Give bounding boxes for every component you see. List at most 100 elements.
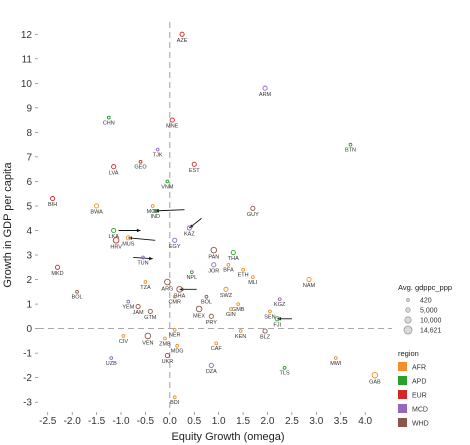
data-point — [176, 286, 183, 293]
data-point-label: MEX — [193, 313, 205, 319]
y-tick-label: 3 — [26, 251, 32, 262]
data-point-label: GTM — [144, 315, 157, 321]
data-point-label: BHA — [174, 294, 186, 300]
data-point-label: ARM — [259, 92, 272, 98]
data-point-label: YEM — [122, 305, 134, 311]
data-point-label: AZE — [177, 38, 188, 44]
color-legend: AFR APD EUR MCD WHD — [398, 362, 429, 428]
data-point-label: HRV — [110, 245, 122, 251]
data-point — [138, 159, 143, 164]
data-point — [112, 237, 120, 244]
data-point-label: KGZ — [274, 302, 286, 308]
data-point — [277, 297, 282, 302]
data-point — [210, 246, 218, 254]
data-point — [229, 307, 233, 311]
plot-area: AZE ARM CHN MNE BTN TJK GEO LVA EST VNM BIH BWA MOZI… — [38, 22, 392, 412]
data-point — [164, 353, 170, 359]
data-point — [250, 275, 255, 279]
data-point — [50, 196, 56, 202]
data-point-label: NER — [169, 333, 181, 339]
x-tick-label: 0.5 — [187, 416, 201, 427]
data-point-label: LVA — [109, 170, 119, 176]
data-point-label: PRY — [206, 320, 218, 326]
data-point-label: ARG — [161, 286, 173, 292]
data-point — [238, 329, 243, 333]
data-point — [172, 327, 177, 332]
y-tick-label: 7 — [26, 152, 32, 163]
y-tick-label: 11 — [22, 54, 33, 65]
data-point — [163, 336, 167, 341]
data-point — [250, 205, 256, 211]
annotation-arrowhead — [149, 256, 153, 261]
data-point — [144, 332, 152, 340]
data-point — [208, 362, 214, 368]
y-tick-label: -3 — [23, 398, 32, 409]
x-tick-label: 3.5 — [334, 416, 348, 427]
size-legend-title: Avg. gdppc_ppp — [398, 283, 452, 292]
color-legend-label: MCD — [412, 407, 428, 414]
data-point — [268, 309, 272, 314]
data-point-label: TLS — [280, 371, 290, 377]
data-point — [211, 262, 217, 268]
data-point — [155, 147, 160, 152]
data-point-label: CHN — [103, 121, 115, 127]
data-point-label: UKR — [162, 359, 174, 365]
x-tick-label: -2.0 — [64, 416, 82, 427]
data-point-label: KEN — [235, 334, 246, 340]
data-point — [153, 209, 158, 213]
data-point-label: IND — [150, 214, 160, 220]
data-point-label: SEN — [264, 314, 275, 320]
size-legend-symbol — [405, 307, 411, 313]
data-point-label: BOL — [201, 300, 212, 306]
data-point — [204, 294, 209, 299]
y-tick-label: 1 — [26, 300, 32, 311]
data-point-label: MNE — [166, 124, 179, 130]
data-point — [186, 225, 192, 231]
annotation-arrowhead — [189, 224, 194, 229]
data-point-label: NPL — [186, 275, 197, 281]
data-point-label: EGY — [169, 244, 181, 250]
legend: Avg. gdppc_ppp 420 5,000 10,000 14,621 regi… — [398, 283, 452, 428]
y-tick-label: 5 — [26, 201, 32, 212]
data-point-label: BIH — [48, 202, 57, 208]
data-point — [109, 356, 114, 360]
data-point — [223, 286, 229, 292]
data-point — [75, 289, 79, 294]
data-point-label: MWI — [330, 361, 342, 367]
color-legend-label: EUR — [412, 393, 427, 400]
y-tick-label: -1 — [23, 349, 32, 360]
data-point-label: FJI — [273, 322, 281, 328]
x-tick-label: -2.5 — [39, 416, 57, 427]
data-point-label: EST — [189, 168, 200, 174]
size-legend-label: 420 — [420, 298, 432, 305]
data-point-label: GEO — [134, 165, 147, 171]
color-legend-label: WHD — [412, 421, 429, 428]
data-point — [348, 142, 353, 147]
data-point-label: GIN — [226, 312, 236, 318]
data-point — [111, 164, 117, 170]
data-point-label: BWA — [90, 210, 103, 216]
data-point-label: CMR — [168, 300, 181, 306]
data-point — [226, 262, 231, 267]
data-point-label: MLI — [248, 280, 258, 286]
data-point — [172, 294, 177, 299]
y-tick-label: 8 — [26, 128, 32, 139]
data-point-label: VEN — [142, 340, 153, 346]
color-legend-swatch — [398, 404, 407, 413]
data-point — [306, 276, 312, 283]
data-point-label: BOL — [72, 295, 83, 301]
x-tick-label: 2.0 — [261, 416, 275, 427]
size-legend-label: 5,000 — [420, 308, 438, 315]
data-point — [111, 227, 117, 234]
data-point — [164, 278, 171, 286]
data-point-label: GMB — [232, 307, 245, 313]
data-point — [262, 328, 268, 334]
x-tick-label: 3.0 — [309, 416, 323, 427]
data-point — [169, 117, 175, 123]
y-tick-label: 2 — [26, 275, 32, 286]
annotation-arrow-line — [128, 237, 156, 241]
x-axis-ticks: -2.5 -2.0 -1.5 -1.0 -0.5 0.0 0.5 1.0 1.5 2.0 2.5 3.… — [39, 412, 373, 427]
x-axis-title: Equity Growth (omega) — [171, 431, 284, 443]
